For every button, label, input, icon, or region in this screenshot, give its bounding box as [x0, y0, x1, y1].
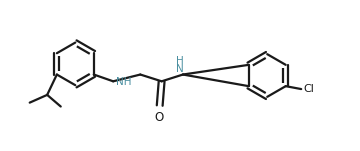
- Text: Cl: Cl: [303, 84, 314, 94]
- Text: H: H: [176, 56, 184, 66]
- Text: O: O: [154, 111, 163, 124]
- Text: NH: NH: [116, 77, 132, 87]
- Text: N: N: [176, 64, 184, 74]
